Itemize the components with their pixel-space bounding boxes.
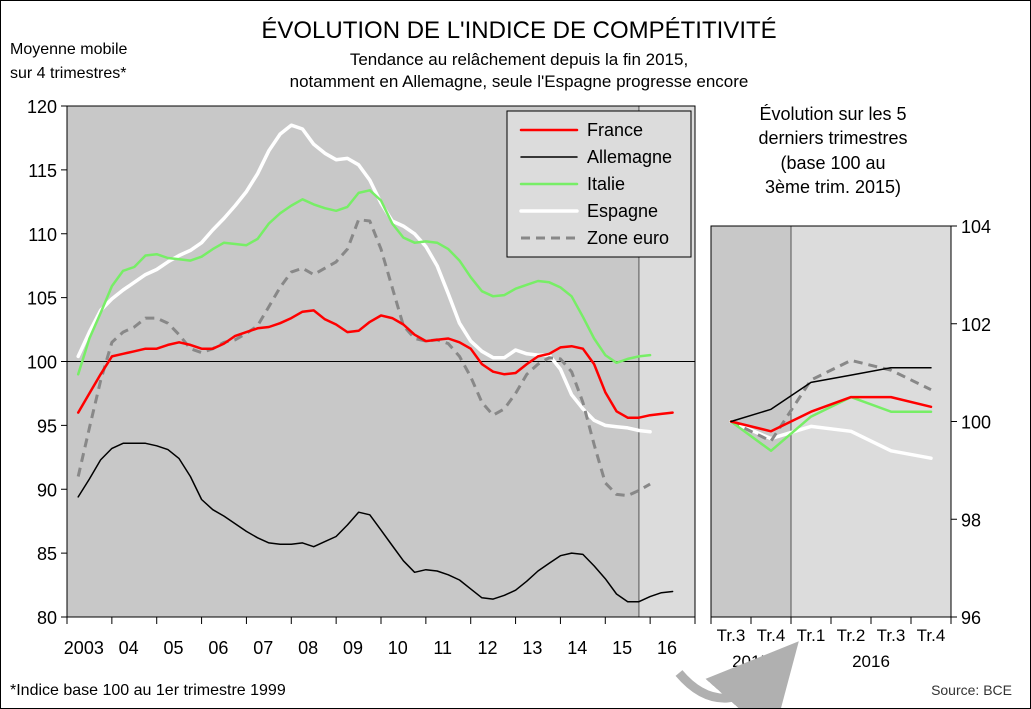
side-x-tick-label: Tr.3 [717,626,746,645]
x-tick-label: 2003 [64,638,104,658]
legend-label-espagne: Espagne [587,201,658,221]
side-x-tick-label: Tr.3 [877,626,906,645]
side-series-line-italie [729,395,933,453]
side-x-tick-label: Tr.4 [757,626,786,645]
side-title-line1: Évolution sur les 5 [759,104,906,124]
y-tick-label: 95 [37,416,57,436]
chart-subtitle-line2: notamment en Allemagne, seule l'Espagne … [290,72,749,91]
x-tick-label: 10 [388,638,408,658]
side-series-line-allemagne [730,366,932,423]
side-y-tick-label: 100 [961,413,991,433]
x-tick-label: 13 [522,638,542,658]
side-series-line-france [729,395,933,433]
x-tick-label: 11 [433,638,452,658]
side-year-label: 2015 [732,652,770,671]
chart-title: ÉVOLUTION DE L'INDICE DE COMPÉTITIVITÉ [261,17,776,44]
series-line-italie [76,189,652,376]
y-tick-label: 100 [27,353,57,373]
x-tick-label: 15 [612,638,632,658]
x-tick-label: 16 [657,638,677,658]
footnote: *Indice base 100 au 1er trimestre 1999 [10,682,286,699]
main-plot-border [66,105,696,618]
legend-label-zone-euro: Zone euro [587,228,669,248]
y-axis-label-line1: Moyenne mobile [10,41,128,58]
side-plot: 96 98 100 102 104 Tr.3 Tr.4 Tr.1 Tr.2 Tr.3 Tr.4 201… [710,217,991,671]
y-axis-label-line2: sur 4 trimestres* [10,65,126,82]
side-x-tick-label: Tr.2 [837,626,866,645]
y-tick-label: 105 [27,289,57,309]
series-line-france [76,309,674,419]
y-tick-label: 120 [27,97,57,117]
series-line-zone-euro [76,218,651,498]
x-tick-label: 07 [253,638,273,658]
x-tick-label: 08 [298,638,318,658]
side-2015-shade [711,226,791,617]
side-year-label: 2016 [852,652,890,671]
side-title-line4: 3ème trim. 2015) [765,177,901,197]
curved-arrow-icon [675,641,799,708]
chart-subtitle-line1: Tendance au relâchement depuis la fin 20… [350,50,688,69]
y-tick-label: 115 [28,161,57,181]
series-line-allemagne [77,442,674,603]
side-series-line-espagne [729,419,933,460]
side-title-line2: derniers trimestres [758,128,907,148]
y-tick-label: 80 [37,608,57,628]
y-tick-label: 90 [37,480,57,500]
side-x-tick-label: Tr.1 [797,626,826,645]
side-x-tick-label: Tr.4 [917,626,946,645]
side-plot-border [710,225,952,618]
side-y-tick-label: 102 [961,315,991,335]
x-tick-label: 05 [164,638,184,658]
side-y-tick-label: 96 [961,608,981,628]
x-tick-label: 14 [567,638,587,658]
y-tick-label: 85 [37,544,57,564]
side-series-line-zone-euro [730,358,932,443]
legend-label-italie: Italie [587,174,625,194]
legend-label-france: France [587,120,643,140]
y-tick-label: 110 [28,225,57,245]
x-tick-label: 09 [343,638,363,658]
x-tick-label: 04 [119,638,139,658]
legend: France Allemagne Italie Espagne Zone euro [506,110,692,258]
x-tick-label: 12 [478,638,498,658]
side-y-tick-label: 104 [961,217,991,237]
side-y-tick-label: 98 [961,510,981,530]
x-tick-label: 06 [208,638,228,658]
legend-label-allemagne: Allemagne [587,147,672,167]
source-text: Source: BCE [931,682,1012,698]
side-title-line3: (base 100 au [780,153,885,173]
